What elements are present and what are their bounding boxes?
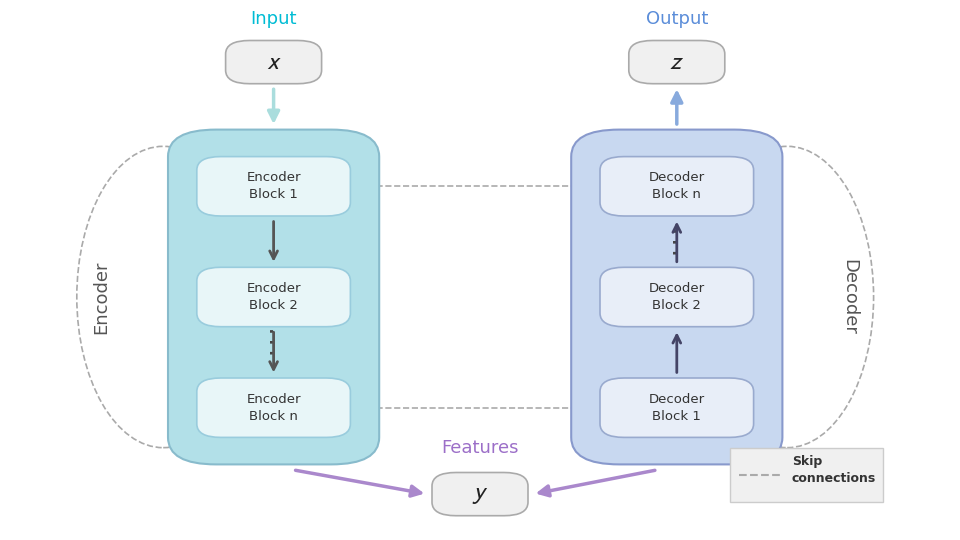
Text: Encoder
Block 2: Encoder Block 2 [247,282,300,312]
FancyBboxPatch shape [197,378,350,437]
Text: Input: Input [251,10,297,28]
Text: $\mathcal{z}$: $\mathcal{z}$ [669,50,684,74]
Text: Encoder
Block 1: Encoder Block 1 [247,171,300,201]
FancyBboxPatch shape [168,130,379,464]
FancyBboxPatch shape [629,40,725,84]
FancyBboxPatch shape [600,157,754,216]
FancyBboxPatch shape [600,267,754,327]
Text: Decoder
Block n: Decoder Block n [649,171,705,201]
FancyBboxPatch shape [197,267,350,327]
Text: $\mathcal{x}$: $\mathcal{x}$ [266,50,281,74]
FancyBboxPatch shape [197,157,350,216]
Text: Encoder
Block n: Encoder Block n [247,393,300,423]
FancyBboxPatch shape [600,378,754,437]
Text: Output: Output [646,10,708,28]
Text: · · ·: · · · [266,328,281,355]
Text: Encoder: Encoder [92,260,109,334]
FancyBboxPatch shape [432,472,528,516]
Text: Decoder: Decoder [841,259,858,335]
Text: Skip
connections: Skip connections [792,455,876,485]
FancyBboxPatch shape [226,40,322,84]
FancyBboxPatch shape [571,130,782,464]
Text: · · ·: · · · [669,228,684,255]
Text: Features: Features [442,439,518,457]
Text: Decoder
Block 1: Decoder Block 1 [649,393,705,423]
FancyBboxPatch shape [730,448,883,502]
Text: Decoder
Block 2: Decoder Block 2 [649,282,705,312]
Text: $\mathcal{y}$: $\mathcal{y}$ [471,482,489,506]
